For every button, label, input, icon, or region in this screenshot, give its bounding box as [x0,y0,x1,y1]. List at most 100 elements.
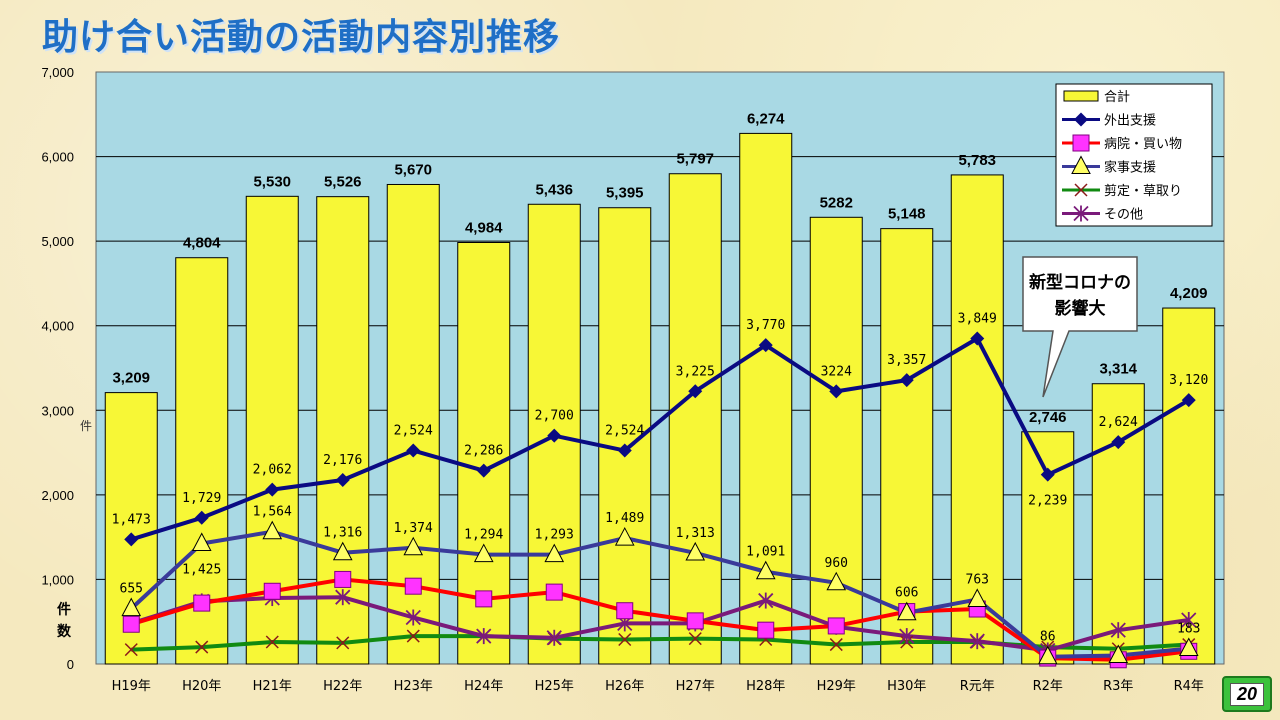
point [545,583,563,601]
point [1037,645,1058,665]
point [1111,435,1126,450]
bar-data-label: 4,209 [1170,285,1208,302]
bar-data-label: 2,746 [1029,409,1067,426]
x-tick-label: R3年 [1103,679,1133,694]
bar-data-label: 5,530 [253,173,291,190]
point [547,428,562,443]
x-tick-label: H21年 [253,679,292,694]
point [1074,112,1088,127]
line-data-label: 1,374 [394,521,433,536]
point [617,443,632,458]
x-tick-label: H23年 [394,679,433,694]
point [967,588,988,607]
line-data-label: 2,700 [535,409,574,424]
point [1071,155,1091,174]
callout-bubble [1022,256,1138,398]
point [403,536,424,556]
line-data-label: 1,489 [605,511,644,526]
point [1108,644,1129,664]
point [336,636,350,650]
x-tick-label: H24年 [464,679,503,694]
point [1181,393,1196,408]
point [194,510,209,525]
line-data-label: 960 [825,556,848,571]
point [1181,612,1197,629]
point [970,331,985,346]
point [335,589,351,606]
line-data-label: 763 [966,572,989,587]
line-data-label: 3,770 [746,318,785,333]
legend-swatch [1063,90,1099,102]
point [616,602,634,620]
series-line [130,595,1190,653]
point [686,612,704,630]
line-data-label: 606 [895,586,918,601]
bar [668,173,722,665]
page-number-text: 20 [1229,682,1265,706]
point [404,577,422,595]
bar-data-label: 6,274 [747,110,785,127]
point [121,597,142,617]
point [475,590,493,608]
bar [739,132,793,665]
point [618,632,632,647]
y-tick-label: 1,000 [41,572,74,587]
bar-data-label: 4,804 [183,235,221,252]
y-tick-label: 7,000 [41,65,74,80]
bar-data-label: 5,783 [958,152,996,169]
bar-data-label: 4,984 [465,219,503,236]
y-tick-label: 3,000 [41,403,74,418]
bar [880,228,934,665]
page-number: 20 [1222,676,1272,712]
x-tick-label: H19年 [112,679,151,694]
point [688,384,703,399]
point [473,543,494,563]
point [124,643,138,657]
line-data-label: 3224 [821,364,852,379]
point [826,571,847,591]
line-data-label: 1,294 [464,528,503,543]
point [969,633,985,650]
bar-data-label: 5,670 [394,161,432,178]
line-data-label: 183 [1177,622,1200,637]
callout-text: 新型コロナの影響大 [1029,273,1131,319]
x-tick-label: H28年 [746,679,785,694]
point [1110,622,1126,639]
line-data-label: 2,286 [464,444,503,459]
legend-label: 家事支援 [1104,160,1156,176]
point [476,628,492,645]
line-data-label: 2,062 [253,463,292,478]
point [1072,134,1090,152]
line-data-label: 1,425 [182,562,221,577]
point [758,338,773,353]
line-data-label: 3,225 [676,364,715,379]
point [334,570,352,588]
point [827,617,845,635]
series-line [129,529,1189,659]
y-tick-label: 4,000 [41,319,74,334]
point [265,482,280,497]
bar-data-label: 5,436 [535,181,573,198]
bar-data-label: 3,314 [1099,361,1137,378]
point [262,520,283,540]
bar [950,174,1004,665]
y-axis-label: 数 [57,623,72,640]
line-data-label: 1,316 [323,526,362,541]
y-tick-label: 0 [67,657,74,672]
line-data-label: 1,091 [746,545,785,560]
point [122,615,140,633]
point [829,384,844,399]
x-tick-label: R2年 [1033,679,1063,694]
bar [1021,431,1075,665]
y-axis-unit-label: 件 [80,419,92,433]
legend-label: 外出支援 [1104,114,1156,129]
line-data-label: 3,357 [887,353,926,368]
line-data-label: 2,624 [1099,415,1138,430]
line-data-label: 655 [120,582,143,597]
x-tick-label: R元年 [960,679,995,694]
line-data-label: 3,849 [958,311,997,326]
bar-data-label: 5282 [820,194,853,211]
point [265,635,279,649]
x-tick-label: H26年 [605,679,644,694]
legend-box [1055,83,1213,227]
